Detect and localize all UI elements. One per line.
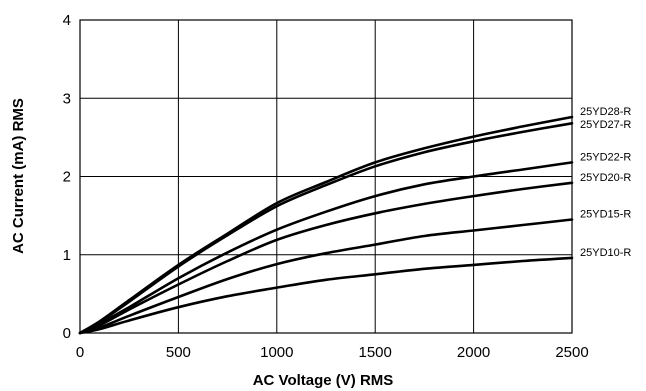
series-line-25yd15-r xyxy=(78,218,574,335)
x-tick-label: 0 xyxy=(76,344,84,361)
x-axis-title: AC Voltage (V) RMS xyxy=(253,372,394,389)
series-label-25yd20-r: 25YD20-R xyxy=(580,172,631,184)
x-tick-label: 500 xyxy=(166,344,191,361)
y-tick-label: 4 xyxy=(63,12,71,29)
curves-layer xyxy=(78,115,574,335)
series-label-25yd10-r: 25YD10-R xyxy=(580,247,631,259)
tick-labels: 0 500 1000 1500 2000 2500 0 1 2 3 4 xyxy=(63,12,589,361)
series-label-25yd22-r: 25YD22-R xyxy=(580,151,631,163)
plot-frame xyxy=(79,19,573,334)
series-line-25yd10-r xyxy=(78,256,574,335)
series-line-25yd27-r xyxy=(78,122,574,335)
grid-layer xyxy=(79,19,573,334)
x-tick-label: 2500 xyxy=(555,344,588,361)
x-tick-label: 2000 xyxy=(457,344,490,361)
series-line-25yd22-r xyxy=(78,161,574,335)
y-tick-label: 0 xyxy=(63,325,71,342)
y-tick-label: 2 xyxy=(63,169,71,186)
y-axis-title: AC Current (mA) RMS xyxy=(10,98,27,254)
x-tick-label: 1500 xyxy=(359,344,392,361)
series-line-25yd20-r xyxy=(78,181,574,335)
series-label-25yd15-r: 25YD15-R xyxy=(580,209,631,221)
series-label-25yd28-r: 25YD28-R xyxy=(580,106,631,118)
y-tick-label: 1 xyxy=(63,247,71,264)
y-tick-label: 3 xyxy=(63,90,71,107)
series-label-25yd27-r: 25YD27-R xyxy=(580,119,631,131)
x-tick-label: 1000 xyxy=(260,344,293,361)
